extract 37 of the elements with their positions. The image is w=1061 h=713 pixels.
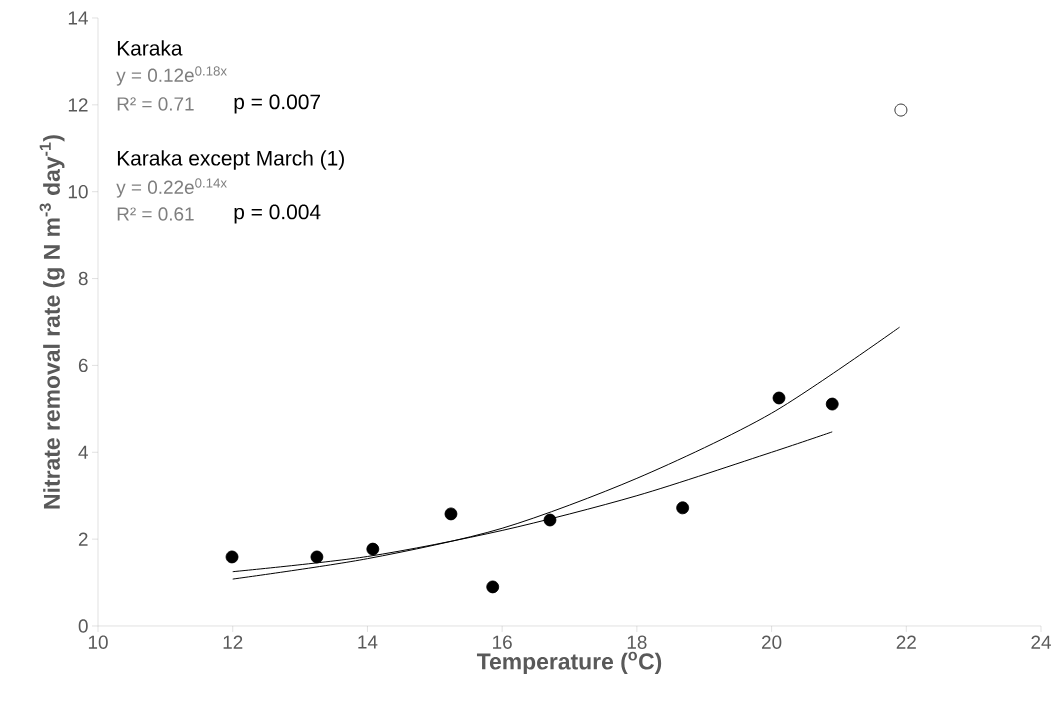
y-tick-label: 0 [78,619,88,633]
annotation: y = 0.12e$^{0.18x}$ [116,66,227,86]
point [825,397,839,411]
x-tick-label: 20 [762,635,782,649]
point [543,513,557,527]
y-tick-label: 6 [78,358,88,373]
x-tick-label: 16 [493,635,512,649]
annotation: R² = 0.71 [117,97,194,111]
y-tick-label: 4 [78,445,88,459]
point [444,507,458,521]
annotation: p = 0.007 [234,94,320,114]
x-tick-label: 12 [223,635,243,649]
point [772,391,786,405]
point [225,550,239,564]
y-tick-label: 10 [68,184,88,199]
annotation: p = 0.004 [234,204,321,224]
x-tick-label: 24 [1031,635,1051,649]
point [310,550,324,564]
x-tick-label: 10 [88,635,108,649]
point [366,542,380,556]
point [894,103,908,117]
y-tick-label: 8 [78,271,88,286]
annotation: y = 0.22e$^{0.14x}$ [116,178,227,198]
point [676,501,690,515]
y-tick-label: 12 [68,98,88,112]
line-series [232,326,901,580]
y-axis-title: Nitrate removal rate (g N m$^{-3}$ day$^{-1}$) [39,135,65,509]
annotation: Karaka [117,40,183,56]
y-tick-label: 14 [68,11,88,25]
point [486,580,500,594]
annotation: Karaka except March (1) [117,150,344,170]
x-axis-title: Temperature ($^{o}$C) [476,651,662,675]
x-tick-label: 22 [896,635,916,649]
x-tick-label: 14 [358,635,378,649]
annotation: R² = 0.61 [117,207,194,221]
x-tick-label: 18 [627,635,647,649]
y-tick-label: 2 [78,532,88,546]
